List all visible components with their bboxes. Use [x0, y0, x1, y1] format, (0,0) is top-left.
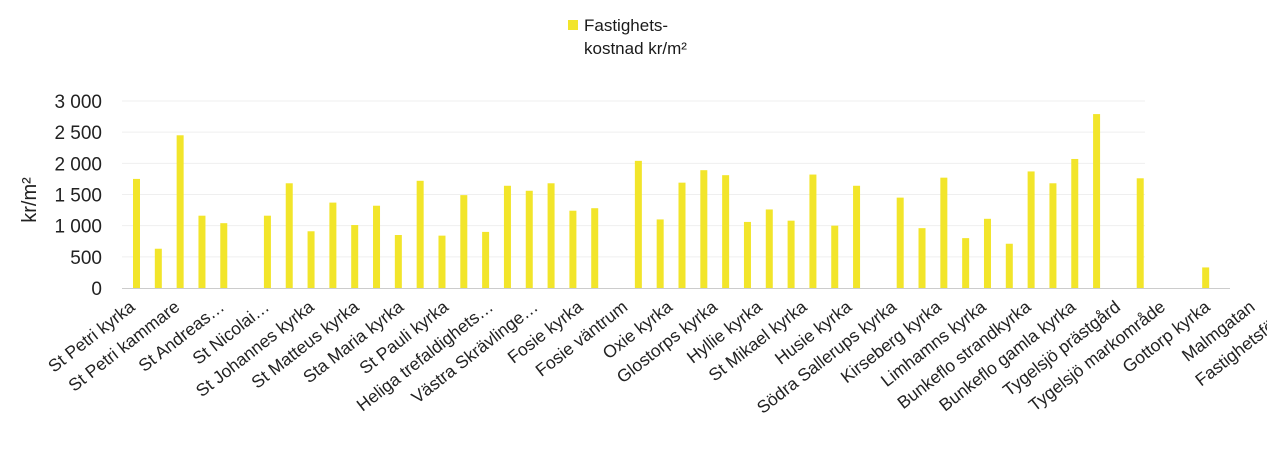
bar [765, 209, 773, 288]
bar [722, 175, 730, 288]
bar [743, 221, 751, 288]
y-tick-label: 2 000 [54, 154, 102, 175]
bar [700, 170, 708, 288]
bar [809, 174, 817, 288]
bar [918, 228, 926, 288]
legend-swatch [568, 20, 578, 30]
y-tick-label: 1 500 [54, 186, 102, 207]
y-tick-label: 500 [70, 248, 102, 269]
bar [1136, 178, 1144, 288]
bar [962, 238, 970, 288]
bar [329, 202, 337, 288]
bar [373, 205, 381, 288]
bar [482, 231, 490, 288]
bar [1027, 171, 1035, 288]
bar [591, 208, 599, 288]
bar [1005, 243, 1013, 288]
bar [198, 215, 206, 288]
y-tick-label: 1 000 [54, 217, 102, 238]
bar [656, 219, 664, 288]
y-tick-label: 0 [91, 279, 102, 300]
bar [1093, 114, 1101, 288]
bar [547, 183, 555, 288]
bar [438, 235, 446, 288]
legend: Fastighets- kostnad kr/m² [568, 14, 734, 60]
bar [896, 197, 904, 288]
bar [831, 225, 839, 288]
y-tick-label: 2 500 [54, 123, 102, 144]
bar [416, 180, 424, 288]
y-tick-label: 3 000 [54, 92, 102, 113]
bar [503, 185, 511, 288]
bar [1049, 183, 1057, 288]
bar [133, 178, 140, 288]
bar [940, 177, 948, 288]
legend-label-line-2: kostnad kr/m² [584, 39, 687, 58]
bar [460, 195, 468, 288]
bar [307, 231, 315, 288]
bar [787, 220, 795, 288]
legend-label-line-1: Fastighets- [584, 16, 669, 35]
bar [263, 215, 271, 288]
bar [634, 160, 642, 288]
bar [853, 185, 861, 288]
bar [1202, 267, 1210, 288]
bar [154, 248, 162, 288]
bar [525, 190, 533, 288]
y-axis-label: kr/m² [19, 177, 41, 223]
bar [678, 182, 686, 288]
bar [394, 235, 402, 288]
bar [1071, 158, 1079, 288]
bar [220, 223, 228, 288]
bar [569, 210, 577, 288]
bar [176, 135, 184, 288]
bar [351, 225, 359, 288]
bar [983, 218, 991, 288]
bar [285, 183, 293, 288]
